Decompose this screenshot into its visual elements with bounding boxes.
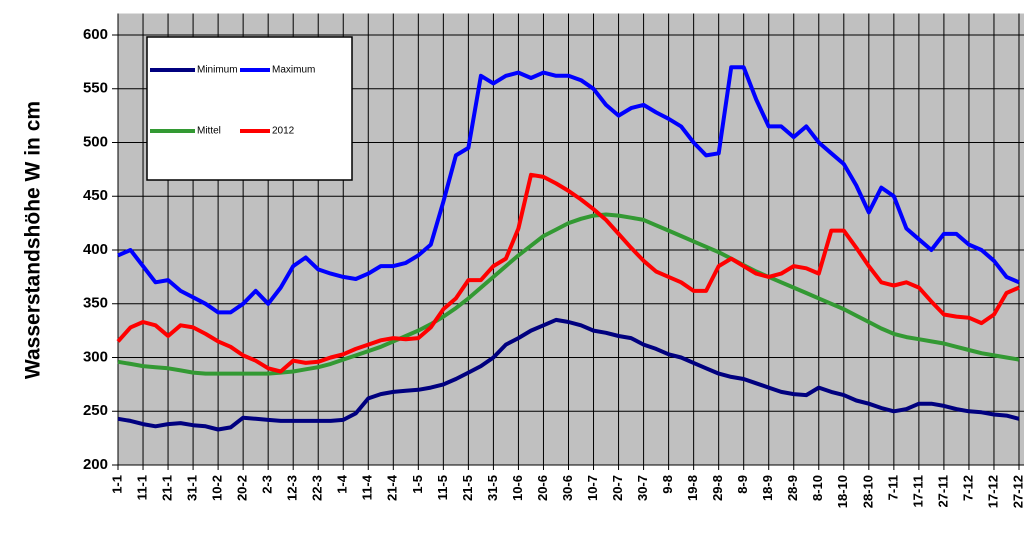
legend-label: 2012 (272, 126, 295, 137)
legend-label: Minimum (197, 65, 238, 76)
x-tick-label: 8-9 (735, 475, 750, 494)
y-axis-label: Wasserstandshöhe W in cm (22, 101, 45, 379)
x-tick-label: 18-10 (835, 475, 850, 508)
x-tick-label: 18-9 (760, 475, 775, 501)
legend-box (146, 36, 353, 181)
y-tick-label: 350 (83, 295, 108, 312)
x-tick-label: 12-3 (285, 475, 300, 501)
legend-label: Maximum (272, 65, 315, 76)
y-tick-label: 600 (83, 26, 108, 43)
x-tick-label: 10-2 (210, 475, 225, 501)
x-tick-label: 28-9 (785, 475, 800, 501)
y-tick-label: 400 (83, 241, 108, 258)
x-tick-label: 21-1 (159, 475, 174, 501)
series-line (117, 212, 1020, 376)
x-tick-label: 27-11 (935, 475, 950, 508)
x-tick-label: 20-2 (235, 475, 250, 501)
x-tick-label: 7-11 (885, 475, 900, 500)
x-tick-label: 11-5 (435, 475, 450, 500)
x-tick-label: 11-1 (134, 475, 149, 500)
x-tick-label: 1-4 (335, 474, 350, 494)
x-tick-label: 8-10 (810, 475, 825, 501)
y-tick-label: 250 (83, 402, 108, 419)
x-tick-label: 11-4 (360, 474, 375, 500)
series-line (116, 172, 1020, 374)
x-tick-label: 30-6 (560, 475, 575, 501)
y-tick-label: 500 (83, 133, 108, 150)
x-tick-label: 7-12 (960, 475, 975, 501)
x-tick-label: 10-6 (510, 475, 525, 501)
x-tick-label: 31-1 (185, 475, 200, 501)
series-line (117, 317, 1020, 432)
y-tick-label: 200 (83, 456, 108, 473)
x-tick-label: 17-11 (910, 475, 925, 508)
x-tick-label: 31-5 (485, 475, 500, 501)
x-tick-label: 20-7 (610, 475, 625, 501)
x-tick-label: 21-4 (385, 474, 400, 501)
x-tick-label: 2-3 (260, 475, 275, 494)
x-tick-label: 27-12 (1010, 475, 1024, 508)
x-tick-label: 10-7 (585, 475, 600, 501)
y-tick-label: 450 (83, 187, 108, 204)
x-tick-label: 30-7 (635, 475, 650, 501)
x-tick-label: 29-8 (710, 475, 725, 501)
legend-label: Mittel (197, 126, 221, 137)
x-tick-label: 22-3 (310, 475, 325, 501)
x-tick-label: 9-8 (660, 475, 675, 494)
series-line (117, 65, 1020, 315)
x-tick-label: 1-1 (109, 475, 124, 494)
x-tick-label: 19-8 (685, 475, 700, 501)
y-tick-label: 550 (83, 80, 108, 97)
x-tick-label: 21-5 (460, 475, 475, 501)
y-tick-label: 300 (83, 348, 108, 365)
x-tick-label: 17-12 (985, 475, 1000, 508)
x-tick-label: 20-6 (535, 475, 550, 501)
x-tick-label: 28-10 (860, 475, 875, 508)
x-tick-label: 1-5 (410, 475, 425, 494)
